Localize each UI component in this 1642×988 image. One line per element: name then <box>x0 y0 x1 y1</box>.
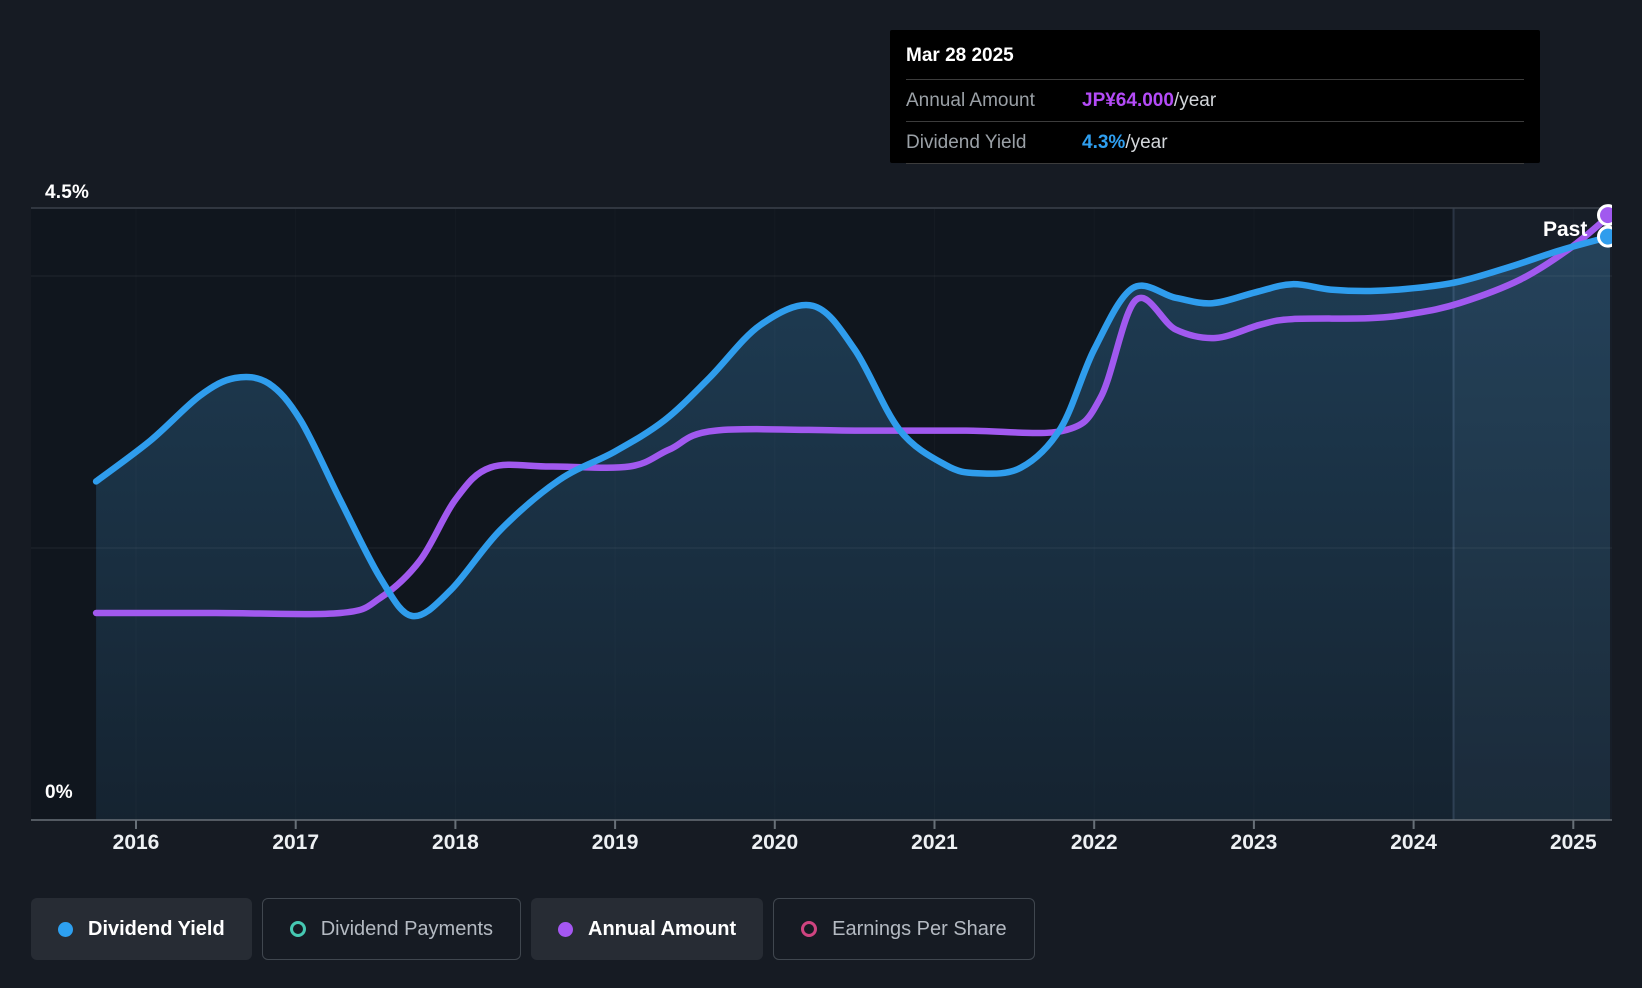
annual-amount-end-marker <box>1597 204 1612 227</box>
legend-toggle-annual-amount[interactable]: Annual Amount <box>531 898 764 960</box>
y-axis-max-label: 4.5% <box>45 182 90 203</box>
tooltip-label: Annual Amount <box>906 89 1035 111</box>
x-axis-label: 2019 <box>591 831 639 854</box>
annual-amount-dot-icon <box>558 921 574 937</box>
tooltip-label: Dividend Yield <box>906 131 1027 153</box>
earnings-per-share-ring-icon <box>801 921 818 937</box>
x-axis-label: 2022 <box>1070 831 1118 854</box>
legend-toggle-dividend-yield[interactable]: Dividend Yield <box>31 898 252 960</box>
chart-legend: Dividend Yield Dividend Payments Annual … <box>31 898 1035 960</box>
x-axis-label: 2017 <box>272 831 320 854</box>
dividend-yield-area <box>96 236 1611 821</box>
tooltip-value-suffix: /year <box>1173 89 1217 111</box>
tooltip-value-annual-amount: JP¥64.000 <box>1082 89 1174 111</box>
chart-tooltip: Mar 28 2025 Annual Amount JP¥64.000 /yea… <box>890 30 1540 164</box>
tooltip-date: Mar 28 2025 <box>906 30 1524 80</box>
legend-label: Dividend Payments <box>320 917 494 940</box>
dividend-payments-ring-icon <box>289 921 306 937</box>
tooltip-row-annual-amount: Annual Amount JP¥64.000 /year <box>906 80 1524 122</box>
dividend-yield-dot-icon <box>58 921 73 937</box>
legend-toggle-dividend-payments[interactable]: Dividend Payments <box>261 898 522 960</box>
tooltip-value-suffix: /year <box>1125 131 1168 153</box>
recent-highlight-band <box>1453 208 1612 820</box>
x-axis-label: 2021 <box>911 831 958 854</box>
x-axis-label: 2016 <box>112 831 160 854</box>
x-axis-label: 2018 <box>432 831 479 854</box>
legend-label: Earnings Per Share <box>832 917 1007 940</box>
x-axis-label: 2020 <box>751 831 799 854</box>
x-axis-label: 2024 <box>1390 831 1437 854</box>
dividend-yield-end-marker <box>1597 225 1612 248</box>
tooltip-value-dividend-yield: 4.3% <box>1082 131 1126 153</box>
x-axis-label: 2023 <box>1230 831 1278 854</box>
tooltip-row-dividend-yield: Dividend Yield 4.3% /year <box>906 122 1524 164</box>
x-axis-label: 2025 <box>1549 831 1597 854</box>
legend-toggle-earnings-per-share[interactable]: Earnings Per Share <box>773 898 1035 960</box>
y-axis-min-label: 0% <box>45 782 73 803</box>
legend-label: Annual Amount <box>588 917 737 940</box>
past-annotation: Past <box>1543 218 1588 241</box>
annual-amount-line <box>92 211 1612 618</box>
legend-label: Dividend Yield <box>88 917 225 940</box>
dividend-yield-line <box>92 233 1612 620</box>
